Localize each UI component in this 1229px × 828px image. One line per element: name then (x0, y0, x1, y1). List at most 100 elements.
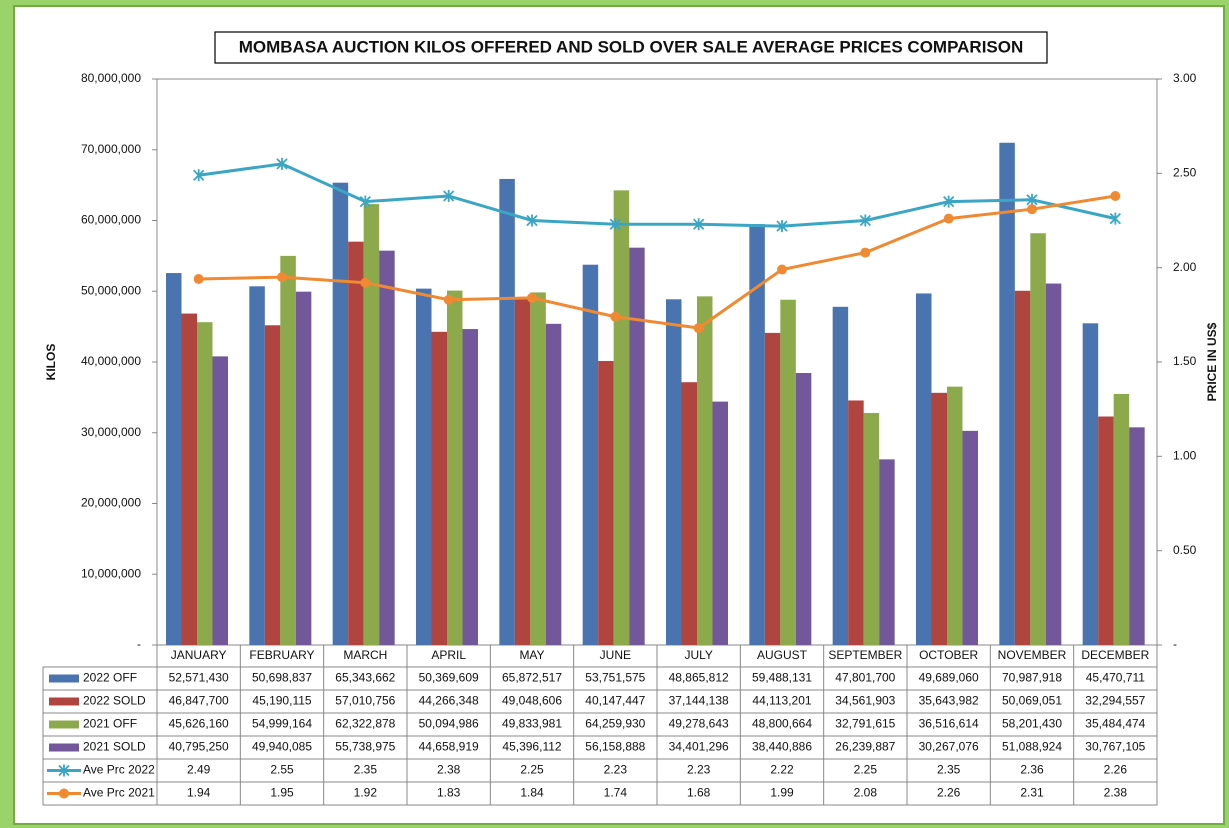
y2-tick-label: 2.00 (1173, 260, 1197, 274)
bar (431, 331, 447, 645)
bar (947, 386, 963, 645)
y-tick-label: 50,000,000 (81, 283, 141, 297)
table-cell: 35,643,982 (919, 694, 979, 708)
table-cell: 62,322,878 (335, 717, 395, 731)
table-cell: 58,201,430 (1002, 717, 1062, 731)
table-cell: 1.83 (437, 786, 461, 800)
table-cell: 32,294,557 (1085, 694, 1145, 708)
legend-swatch (49, 743, 79, 752)
legend-label: Ave Prc 2022 (83, 763, 155, 777)
y2-tick-label: 1.00 (1173, 449, 1197, 463)
bar (462, 329, 478, 645)
y2-tick-label: 1.50 (1173, 354, 1197, 368)
bar (264, 325, 281, 645)
table-cell: 54,999,164 (252, 717, 312, 731)
table-cell: 2.23 (604, 763, 628, 777)
y-tick-label: 80,000,000 (81, 71, 141, 85)
table-cell: 2.38 (437, 763, 461, 777)
bar (280, 255, 296, 645)
bar (416, 288, 432, 645)
table-cell: 26,239,887 (835, 740, 895, 754)
x-tick-label: AUGUST (757, 648, 808, 662)
bar (598, 360, 614, 645)
bar (916, 293, 932, 645)
table-cell: 45,396,112 (502, 740, 561, 754)
bar (582, 264, 599, 645)
table-cell: 65,343,662 (335, 671, 395, 685)
table-cell: 30,767,105 (1085, 740, 1145, 754)
table-cell: 35,484,474 (1085, 717, 1145, 731)
table-cell: 45,626,160 (169, 717, 229, 731)
table-cell: 57,010,756 (335, 694, 395, 708)
table-cell: 2.22 (770, 763, 794, 777)
table-cell: 2.08 (854, 786, 878, 800)
legend-swatch (49, 674, 79, 683)
bar (295, 291, 312, 645)
x-tick-label: MARCH (343, 648, 387, 662)
table-cell: 1.99 (770, 786, 794, 800)
bar (681, 382, 697, 645)
table-cell: 50,698,837 (252, 671, 312, 685)
legend-label: 2021 SOLD (83, 740, 146, 754)
y-tick-label: 70,000,000 (81, 142, 141, 156)
line-marker (943, 213, 954, 224)
bar (530, 292, 546, 645)
line-marker (443, 189, 455, 202)
table-cell: 2.26 (937, 786, 961, 800)
table-cell: 48,865,812 (669, 671, 729, 685)
table-cell: 64,259,930 (585, 717, 645, 731)
bar (780, 299, 796, 645)
table-cell: 2.36 (1020, 763, 1044, 777)
table-cell: 44,658,919 (419, 740, 479, 754)
table-cell: 59,488,131 (752, 671, 812, 685)
bar (613, 190, 630, 645)
line-marker (1109, 212, 1121, 225)
x-tick-label: MAY (519, 648, 544, 662)
table-cell: 49,278,643 (669, 717, 729, 731)
y-tick-label: - (137, 637, 141, 651)
y-tick-label: 60,000,000 (81, 213, 141, 227)
bar (1045, 283, 1062, 645)
x-tick-label: APRIL (431, 648, 466, 662)
table-cell: 45,190,115 (252, 694, 311, 708)
table-cell: 1.74 (604, 786, 628, 800)
table-cell: 40,795,250 (169, 740, 229, 754)
line (198, 194, 1116, 330)
x-tick-label: JANUARY (171, 648, 227, 662)
table-cell: 52,571,430 (169, 671, 229, 685)
bar (1030, 233, 1046, 645)
line-marker (777, 264, 787, 275)
bar (697, 296, 713, 645)
bar (712, 401, 728, 645)
bar (795, 373, 812, 645)
table-cell: 2.35 (354, 763, 378, 777)
x-tick-label: DECEMBER (1081, 648, 1149, 662)
table-cell: 56,158,888 (585, 740, 645, 754)
line-marker (443, 294, 454, 305)
bar (499, 178, 515, 645)
line-marker (193, 273, 204, 284)
table-cell: 2.49 (187, 763, 211, 777)
table-cell: 2.38 (1104, 786, 1128, 800)
line-marker (943, 195, 955, 208)
table-cell: 38,440,886 (752, 740, 812, 754)
table-cell: 2.35 (937, 763, 961, 777)
table-cell: 1.94 (187, 786, 211, 800)
bar (764, 332, 781, 645)
line-marker (1110, 190, 1121, 201)
y2-tick-label: 3.00 (1173, 71, 1197, 85)
x-tick-label: OCTOBER (919, 648, 978, 662)
bar (514, 297, 531, 645)
table-cell: 53,751,575 (585, 671, 645, 685)
line-marker (277, 272, 287, 283)
table-cell: 49,048,606 (502, 694, 562, 708)
bar (863, 412, 880, 645)
y-tick-label: 30,000,000 (81, 425, 141, 439)
line-marker (609, 218, 621, 231)
table-cell: 34,401,296 (669, 740, 729, 754)
y-tick-label: 40,000,000 (81, 354, 141, 368)
table-cell: 1.95 (270, 786, 294, 800)
y-axis-title: KILOS (44, 344, 58, 381)
table-cell: 2.23 (687, 763, 711, 777)
